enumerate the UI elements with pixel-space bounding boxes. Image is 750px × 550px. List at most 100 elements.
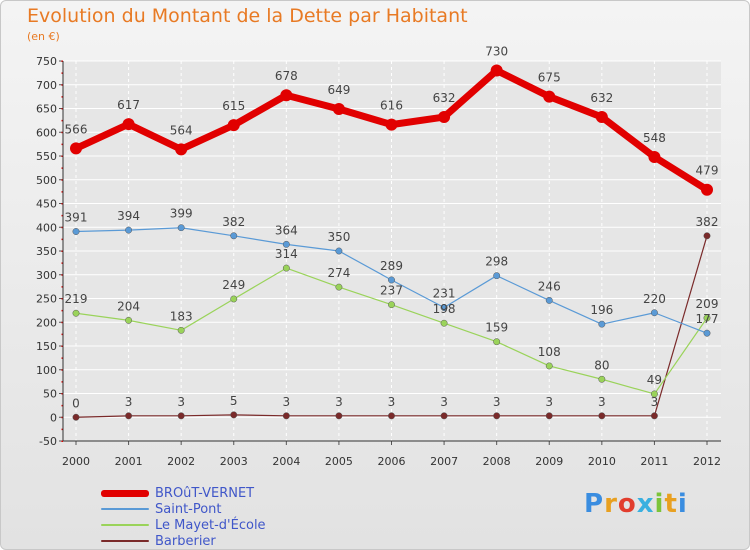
data-point [493, 338, 501, 346]
data-label: 204 [117, 299, 140, 313]
y-tick-label: 50 [43, 388, 57, 401]
data-label: 730 [485, 45, 508, 59]
y-minor-tick [61, 119, 63, 122]
data-label: 616 [380, 99, 403, 113]
y-minor-tick [61, 214, 63, 217]
y-tick-label: 0 [50, 411, 57, 424]
data-point [388, 301, 395, 309]
chart-title: Evolution du Montant de la Dette par Hab… [27, 5, 468, 27]
x-tick-label: 2004 [272, 455, 300, 468]
y-minor-tick [61, 203, 63, 205]
y-minor-tick [61, 369, 63, 371]
data-label: 196 [590, 303, 613, 317]
data-label: 382 [222, 215, 245, 229]
y-tick-label: 250 [36, 293, 57, 306]
data-point [650, 390, 658, 398]
chart-legend: BROûT-VERNET Saint-Pont Le Mayet-d'École Ba… [101, 485, 266, 549]
y-minor-tick [61, 428, 63, 431]
y-minor-tick [61, 167, 63, 169]
data-label: 274 [327, 266, 350, 280]
data-point [385, 118, 398, 131]
y-minor-tick [61, 238, 63, 241]
y-minor-tick [61, 393, 63, 395]
data-label: 391 [65, 211, 88, 225]
y-minor-tick [61, 226, 63, 229]
data-point [493, 272, 501, 280]
data-label: 209 [696, 297, 719, 311]
data-label: 298 [485, 255, 508, 269]
y-minor-tick [61, 440, 63, 442]
data-point [703, 314, 711, 322]
x-tick-label: 2001 [115, 455, 143, 468]
data-label: 80 [594, 358, 609, 372]
data-point [230, 295, 238, 303]
data-label: 399 [170, 207, 193, 221]
data-label: 394 [117, 209, 140, 223]
data-point [703, 232, 711, 240]
data-point [125, 412, 133, 420]
data-label: 3 [440, 395, 448, 409]
data-point [72, 228, 80, 235]
data-point [701, 183, 713, 196]
data-point [332, 102, 345, 115]
data-point [335, 283, 343, 291]
data-label: 49 [647, 373, 662, 387]
legend-swatch [101, 524, 149, 526]
y-minor-tick [61, 131, 63, 134]
data-point [175, 143, 188, 156]
y-minor-tick [61, 357, 63, 359]
data-label: 649 [327, 83, 350, 97]
data-point [177, 224, 185, 232]
y-tick-label: 500 [36, 174, 57, 187]
legend-item: BROûT-VERNET [101, 485, 266, 501]
y-minor-tick [61, 274, 63, 276]
legend-item: Saint-Pont [101, 501, 266, 517]
data-label: 3 [177, 395, 185, 409]
y-tick-label: 550 [36, 150, 57, 163]
data-label: 220 [643, 292, 666, 306]
data-point [125, 226, 133, 234]
data-point [230, 411, 238, 419]
legend-label: Barberier [155, 533, 216, 549]
y-minor-tick [61, 309, 63, 312]
y-minor-tick [61, 96, 63, 98]
y-tick-label: 100 [36, 364, 57, 377]
data-point [490, 64, 503, 77]
data-point [282, 240, 290, 248]
x-tick-label: 2005 [325, 455, 353, 468]
y-tick-label: 450 [36, 198, 57, 211]
data-point [388, 276, 395, 284]
x-tick-label: 2000 [62, 455, 90, 468]
y-minor-tick [61, 416, 63, 419]
data-label: 675 [538, 71, 561, 85]
data-point [650, 309, 658, 317]
legend-label: BROûT-VERNET [155, 485, 255, 501]
y-minor-tick [61, 286, 63, 288]
data-label: 3 [651, 395, 659, 409]
x-tick-label: 2007 [430, 455, 458, 468]
y-minor-tick [61, 298, 63, 300]
y-minor-tick [61, 250, 63, 252]
data-label: 314 [275, 247, 298, 261]
y-tick-label: 750 [36, 55, 57, 68]
data-label: 678 [275, 69, 298, 83]
data-label: 632 [590, 91, 613, 105]
data-point [335, 412, 343, 420]
data-label: 3 [493, 395, 501, 409]
legend-swatch [101, 508, 149, 510]
legend-swatch [101, 540, 149, 542]
x-tick-label: 2006 [378, 455, 406, 468]
data-point [335, 247, 343, 255]
data-point [648, 150, 661, 163]
data-label: 3 [335, 395, 343, 409]
data-label: 3 [388, 395, 396, 409]
y-minor-tick [61, 381, 63, 383]
y-minor-tick [61, 262, 63, 264]
y-minor-tick [61, 345, 63, 347]
data-point [598, 320, 606, 328]
data-label: 177 [696, 312, 719, 326]
data-label: 3 [283, 395, 291, 409]
data-point [703, 329, 711, 337]
data-label: 382 [696, 215, 719, 229]
